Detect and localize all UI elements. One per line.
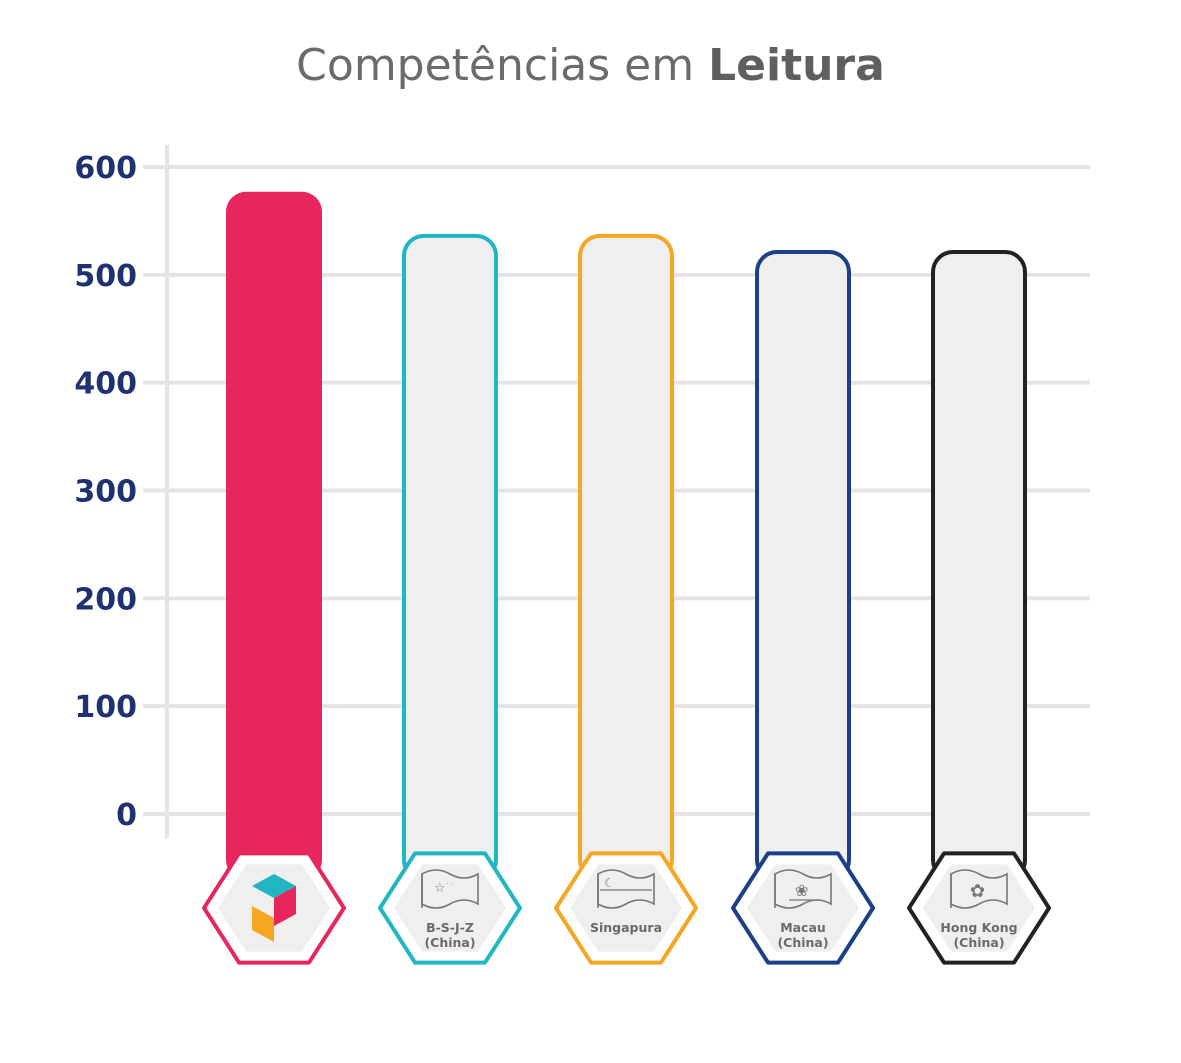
chart-title-bold: Leitura <box>708 40 885 91</box>
category-label: Hong Kong <box>940 920 1017 935</box>
category-label: Macau <box>780 920 826 935</box>
flag-outline <box>421 869 479 909</box>
bar <box>402 233 498 882</box>
y-tick-label: 100 <box>74 690 137 725</box>
flag-lotus: ❀ <box>795 881 808 900</box>
bar <box>755 250 851 882</box>
chart-title: Competências em Leitura <box>0 40 1181 91</box>
flag-bauhinia: ✿ <box>970 881 985 902</box>
bar <box>578 233 674 882</box>
flag-star: ☆ <box>434 881 446 896</box>
logo-right-face <box>274 886 296 926</box>
flag-outline <box>774 869 832 909</box>
china-flag-icon: ☆ · · <box>421 869 479 909</box>
y-tick-label: 500 <box>74 259 137 294</box>
flag-outline <box>597 869 655 909</box>
singapore-flag-icon: ☾ <box>597 869 655 909</box>
flag-crescent: ☾ <box>604 876 615 890</box>
flag-small-stars: · · <box>446 880 453 888</box>
logo-left-face <box>252 906 274 942</box>
y-tick-label: 600 <box>74 151 137 186</box>
y-tick-label: 0 <box>116 798 137 833</box>
category-badge: ☆ · · B-S-J-Z(China) <box>378 851 522 965</box>
y-tick-label: 300 <box>74 475 137 510</box>
bar <box>226 191 322 881</box>
category-label: Singapura <box>590 920 662 935</box>
category-badge: ☾ Singapura <box>554 851 698 965</box>
flag-outline <box>950 869 1008 909</box>
category-label: (China) <box>424 935 475 950</box>
category-label: (China) <box>953 935 1004 950</box>
macau-flag-icon: ❀ <box>774 869 832 909</box>
category-badge <box>202 851 346 965</box>
category-badge: ✿ Hong Kong(China) <box>907 851 1051 965</box>
hong-kong-flag-icon: ✿ <box>950 869 1008 909</box>
y-tick-label: 400 <box>74 367 137 402</box>
brand-logo-icon <box>252 874 296 942</box>
category-label: (China) <box>777 935 828 950</box>
category-badge: ❀ Macau(China) <box>731 851 875 965</box>
category-label: B-S-J-Z <box>426 920 474 935</box>
chart-title-light: Competências em <box>296 40 695 91</box>
bar <box>931 250 1027 882</box>
y-tick-label: 200 <box>74 582 137 617</box>
